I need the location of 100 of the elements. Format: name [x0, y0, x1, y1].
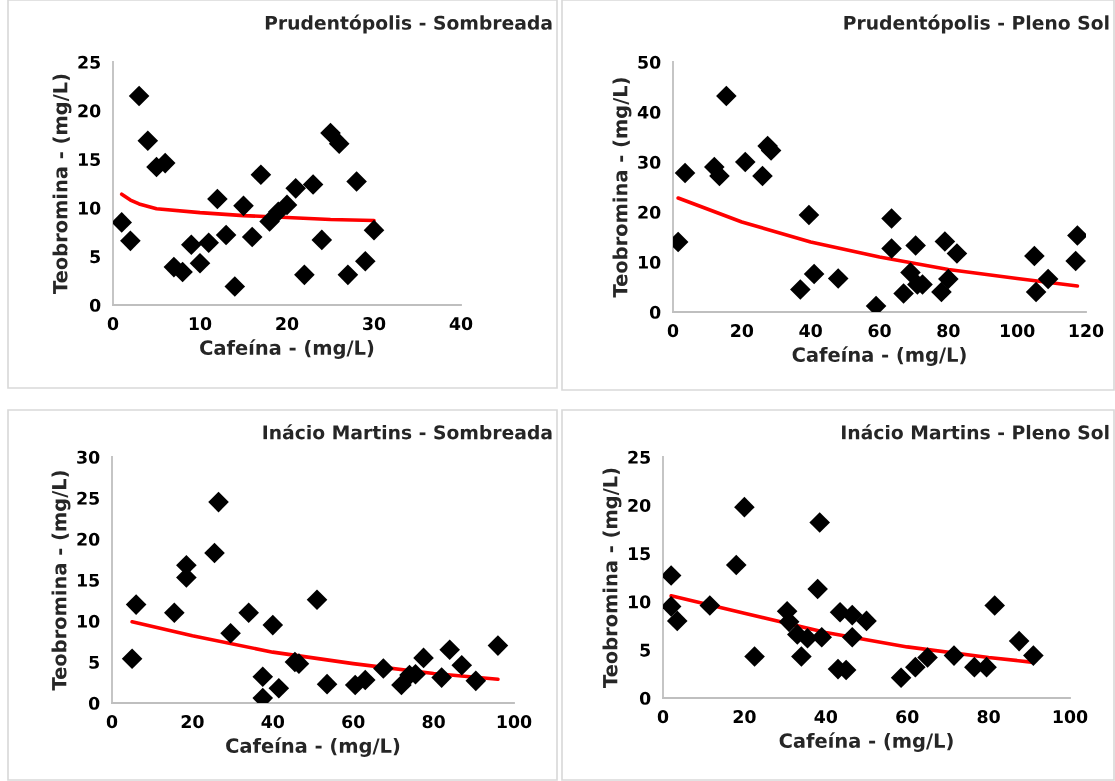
point	[856, 610, 877, 632]
point	[439, 639, 460, 660]
x-tick-label: 60	[342, 715, 365, 729]
y-tick-label: 20	[638, 205, 661, 219]
point	[798, 204, 820, 226]
x-tick-label: 40	[799, 324, 822, 338]
point	[716, 85, 737, 107]
point	[172, 261, 193, 283]
point	[451, 654, 473, 676]
x-tick-label: 0	[667, 324, 679, 338]
point	[893, 283, 914, 304]
x-tick-label: 0	[107, 317, 119, 331]
y-axis-title: Teobromina - (mg/L)	[602, 468, 622, 688]
point	[790, 279, 811, 300]
line-series	[676, 196, 1080, 288]
point	[181, 234, 202, 256]
point	[744, 646, 765, 667]
point	[302, 174, 324, 195]
y-axis-title: Teobromina - (mg/L)	[52, 74, 72, 294]
y-axis-title: Teobromina - (mg/L)	[51, 471, 71, 691]
point	[1023, 645, 1044, 666]
point	[311, 229, 333, 251]
chart-title: Prudentópolis - Sombreada	[265, 14, 552, 34]
y-tick-label: 20	[77, 532, 100, 546]
y-tick-label: 10	[628, 595, 651, 609]
y-tick-label: 30	[638, 155, 661, 169]
y-tick-label: 20	[628, 498, 651, 513]
point	[797, 627, 818, 649]
point	[120, 230, 141, 252]
x-axis-title: Cafeína - (mg/L)	[792, 346, 966, 366]
point	[734, 151, 756, 173]
point	[725, 554, 747, 576]
x-tick-label: 80	[977, 710, 1000, 724]
point	[752, 165, 773, 187]
point	[215, 224, 237, 246]
point	[1008, 630, 1030, 652]
point	[189, 252, 211, 274]
point	[900, 262, 921, 283]
point	[734, 496, 755, 518]
point	[285, 178, 306, 199]
point	[355, 250, 376, 272]
x-tick-label: 40	[261, 715, 285, 729]
x-tick-label: 80	[422, 715, 445, 729]
point	[1024, 245, 1045, 267]
point	[709, 165, 730, 187]
point	[811, 626, 833, 648]
point	[262, 614, 284, 636]
x-tick-label: 60	[868, 324, 891, 338]
x-tick-label: 100	[1053, 710, 1088, 724]
point	[250, 164, 272, 186]
point	[363, 219, 385, 241]
point	[905, 656, 926, 678]
point	[827, 268, 849, 289]
y-tick-label: 20	[78, 104, 101, 118]
point	[328, 133, 350, 154]
point	[1025, 281, 1047, 303]
y-tick-label: 25	[628, 450, 650, 464]
point	[905, 235, 926, 256]
y-tick-label: 10	[638, 255, 661, 269]
y-tick-label: 15	[628, 547, 650, 561]
chart-title: Inácio Martins - Pleno Sol	[842, 424, 1109, 440]
y-tick-label: 10	[77, 614, 100, 628]
x-tick-label: 120	[1069, 324, 1104, 338]
x-axis-title: Cafeína - (mg/L)	[200, 339, 374, 359]
point	[354, 669, 376, 691]
point	[320, 122, 341, 144]
x-tick-label: 20	[181, 715, 204, 729]
point	[465, 670, 487, 692]
x-axis-title: Cafeína - (mg/L)	[779, 732, 953, 752]
y-tick-label: 15	[77, 573, 99, 587]
y-tick-label: 5	[640, 643, 650, 657]
point	[224, 276, 246, 297]
y-tick-label: 25	[77, 491, 99, 505]
point	[337, 264, 359, 286]
point	[699, 595, 721, 616]
x-tick-label: 30	[363, 317, 386, 331]
point	[204, 542, 225, 564]
point	[137, 130, 159, 152]
x-tick-label: 20	[733, 710, 756, 724]
point	[346, 171, 367, 192]
x-axis-title: Cafeína - (mg/L)	[226, 737, 400, 757]
point	[946, 243, 968, 264]
point	[890, 667, 912, 689]
x-tick-label: 20	[731, 324, 754, 338]
point	[373, 658, 394, 679]
y-axis-title: Teobromina - (mg/L)	[612, 78, 632, 298]
point	[938, 268, 959, 290]
y-tick-label: 15	[78, 153, 100, 167]
y-tick-label: 25	[78, 55, 100, 69]
x-tick-label: 20	[276, 317, 299, 331]
point	[943, 645, 965, 666]
point	[276, 194, 298, 216]
point	[233, 195, 254, 217]
x-tick-label: 40	[814, 710, 838, 724]
x-tick-label: 80	[937, 324, 960, 338]
point	[1037, 268, 1059, 290]
x-tick-label: 100	[497, 715, 532, 729]
point	[917, 647, 938, 668]
chart-title: Inácio Martins - Sombreada	[263, 424, 552, 440]
x-tick-label: 40	[449, 317, 473, 331]
